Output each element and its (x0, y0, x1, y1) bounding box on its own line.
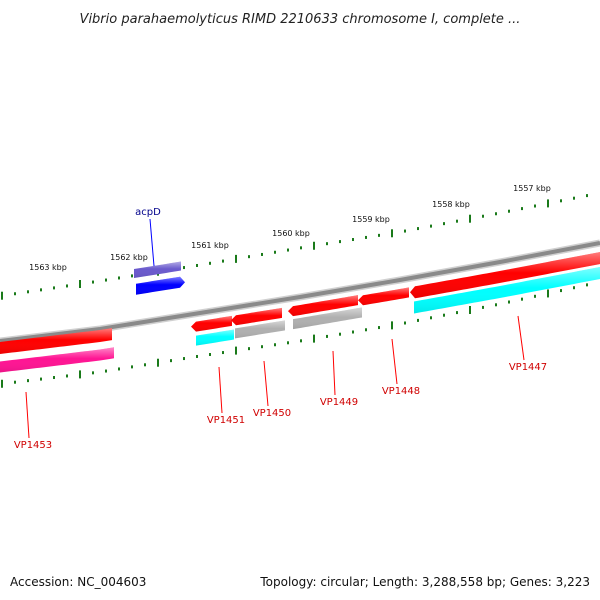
gene-label-acpD: acpD (135, 207, 161, 267)
backbone-line (0, 241, 600, 343)
gene-name-VP1453: VP1453 (14, 440, 52, 451)
gene-label-VP1447: VP1447 (509, 315, 547, 373)
leader-line-VP1447 (517, 315, 525, 361)
VP1451-cyan-track (196, 329, 234, 346)
leader-line-VP1448 (391, 338, 398, 385)
gene-name-VP1449: VP1449 (320, 397, 358, 408)
scale-label-1558: 1558 kbp (432, 200, 470, 209)
leader-line-VP1453 (25, 391, 30, 439)
scale-label-1562: 1562 kbp (110, 253, 148, 262)
leader-line-VP1451 (218, 366, 223, 414)
scale-label-1560: 1560 kbp (272, 229, 310, 238)
leader-line-VP1449 (332, 350, 336, 396)
scale-label-1561: 1561 kbp (191, 241, 229, 250)
gene-label-VP1453: VP1453 (14, 391, 52, 451)
map-title: Vibrio parahaemolyticus RIMD 2210633 chr… (80, 12, 521, 27)
gene-name-acpD: acpD (135, 207, 161, 218)
VP1449-grey-track (293, 307, 362, 330)
gene-name-VP1447: VP1447 (509, 362, 547, 373)
acpD-gc-skew-track (134, 261, 181, 279)
leader-line-acpD (149, 218, 155, 267)
gene-name-VP1448: VP1448 (382, 386, 420, 397)
acpD-cds-arrow (136, 276, 185, 295)
backbone (0, 239, 600, 345)
leader-line-VP1450 (263, 360, 269, 407)
feature-tracks (0, 252, 600, 373)
scale-label-1557: 1557 kbp (513, 184, 551, 193)
VP1447-cds-arrow (410, 252, 600, 299)
genome-summary: Topology: circular; Length: 3,288,558 bp… (260, 575, 590, 589)
VP1449-cds-arrow (288, 295, 358, 317)
VP1447-cyan-track (414, 267, 600, 314)
VP1450-cds-arrow (231, 307, 282, 326)
gene-name-VP1451: VP1451 (207, 415, 245, 426)
gene-name-VP1450: VP1450 (253, 408, 291, 419)
gene-label-VP1449: VP1449 (320, 350, 358, 408)
gene-label-VP1451: VP1451 (207, 366, 245, 426)
gene-labels: acpD VP1447 VP1448 VP1449 VP1450 VP1451 VP1453 (14, 207, 547, 451)
scale-label-1559: 1559 kbp (352, 215, 390, 224)
VP1448-cds-arrow (358, 287, 409, 306)
accession-label: Accession: NC_004603 (10, 575, 147, 589)
VP1453-magenta-track (0, 347, 114, 373)
gene-label-VP1450: VP1450 (253, 360, 291, 419)
VP1451-cds-arrow (191, 315, 232, 332)
gene-label-VP1448: VP1448 (382, 338, 420, 397)
scale-label-1563: 1563 kbp (29, 263, 67, 272)
VP1453-cds-arrow (0, 328, 112, 354)
VP1450-grey-track (235, 320, 285, 339)
